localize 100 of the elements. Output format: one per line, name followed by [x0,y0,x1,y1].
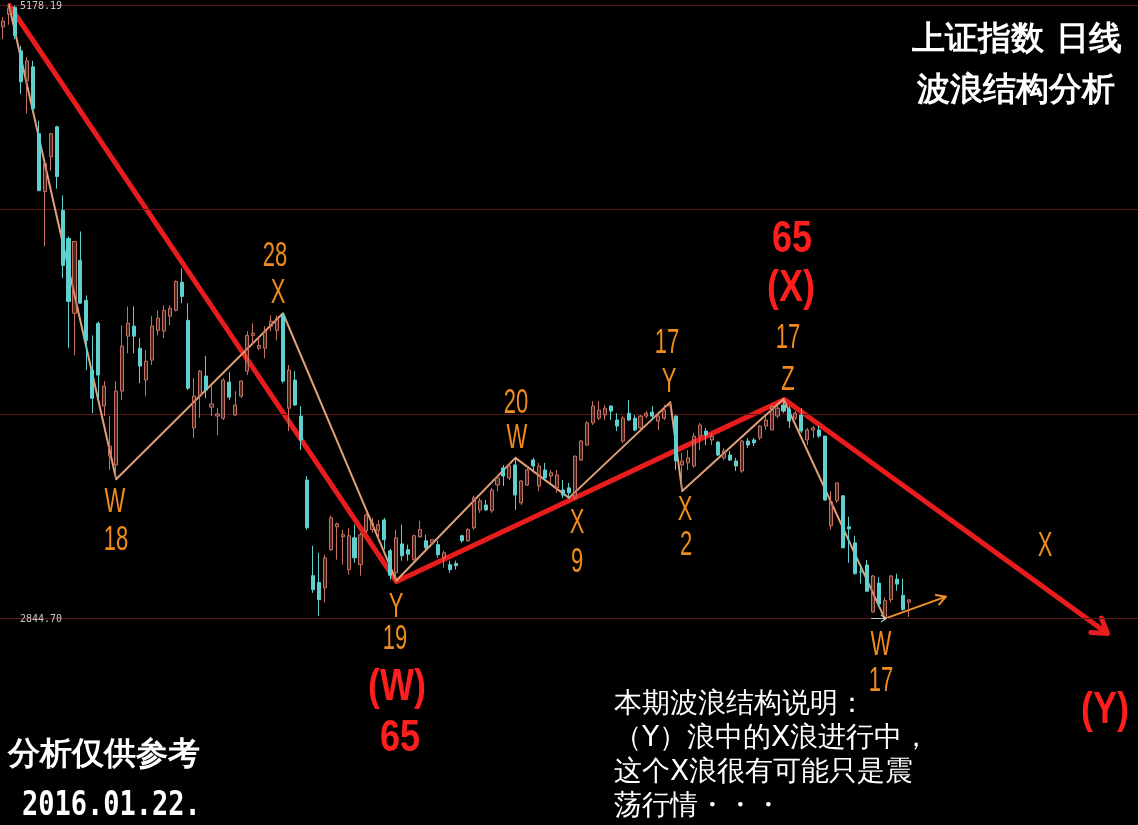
candlestick [895,573,899,592]
candlestick [889,574,893,603]
candlestick [567,482,571,499]
candlestick [31,60,35,112]
candlestick [293,370,297,407]
candlestick [519,479,523,506]
annotation: X [1037,523,1053,563]
candlestick [156,309,160,336]
candlestick [597,400,601,421]
annotation: W [104,479,126,519]
candlestick [549,469,553,484]
candlestick [674,414,678,471]
candlestick [537,462,541,492]
candlestick [907,598,911,618]
candlestick [490,487,494,514]
candlestick [579,439,583,462]
candlestick [823,435,827,502]
candlestick [418,520,422,539]
candlestick [102,380,106,417]
candlestick [454,560,458,571]
candlestick [478,497,482,514]
candlestick [615,412,619,432]
candlestick [144,349,148,397]
candlestick [186,302,190,391]
candlestick [466,527,470,543]
candlestick [650,405,654,421]
candlestick [55,125,59,190]
candlestick [698,422,702,451]
candlestick [817,425,821,439]
candlestick [281,312,285,384]
candlestick [358,532,363,577]
candlestick [317,552,321,617]
candlestick [215,407,220,436]
candlestick [591,400,595,426]
candlestick [644,410,648,419]
candlestick [72,240,77,356]
candlestick [84,294,88,371]
candlestick [561,479,565,499]
candlestick [704,427,708,446]
candlestick [692,432,696,469]
candlestick [204,355,208,399]
candlestick [829,490,833,531]
candlestick [877,576,881,607]
candlestick [835,482,839,504]
candlestick [805,427,809,446]
candlestick [799,407,803,434]
annotation: X [569,500,585,540]
annotation: 65 [379,710,421,762]
candlestick [311,545,315,594]
candlestick [853,535,857,576]
candlestick [251,322,255,346]
text: 上证指数 日线 [911,17,1122,57]
candlestick [484,499,488,512]
candlestick [90,334,94,414]
candlestick [859,565,863,585]
candlestick [448,560,452,574]
candlestick [472,495,476,531]
candlestick [573,455,577,501]
annotation: 17 [654,320,680,360]
candlestick [1,16,5,40]
candlestick [49,133,53,172]
candlestick [370,517,374,534]
candlestick [150,315,154,366]
annotation: Y [661,359,677,399]
candlestick [638,414,643,431]
candlestick [275,314,279,341]
candlestick [740,439,744,474]
candlestick [442,550,446,569]
candlestick [603,404,607,421]
candlestick [382,517,386,551]
candlestick [114,380,118,480]
candlestick [364,512,368,534]
candlestick [609,404,613,421]
annotation: W [870,622,892,662]
candlestick [25,56,29,115]
candlestick [394,529,398,582]
annotation: 18 [103,517,129,557]
candlestick [734,457,738,472]
y-tick-label: 5178.19 [20,0,63,11]
annotation: (Y) [1081,682,1129,734]
candlestick [376,519,380,541]
candlestick [174,279,178,312]
candlestick [668,401,672,411]
candlestick [543,462,547,481]
candlestick [412,534,416,562]
y-tick-label: 2844.70 [20,613,63,625]
annotation: X [270,270,286,310]
annotation: (X) [767,260,815,312]
candlestick [436,540,440,559]
annotation: 9 [570,539,584,579]
candlestick [633,414,637,432]
candlestick [162,304,166,339]
annotation: 65 [771,211,813,263]
candlestick [460,534,464,544]
candlestick [13,5,17,40]
candlestick [793,410,797,421]
candlestick [507,462,511,481]
annotation: 17 [775,315,801,355]
candlestick [847,516,851,564]
candlestick [758,424,762,441]
